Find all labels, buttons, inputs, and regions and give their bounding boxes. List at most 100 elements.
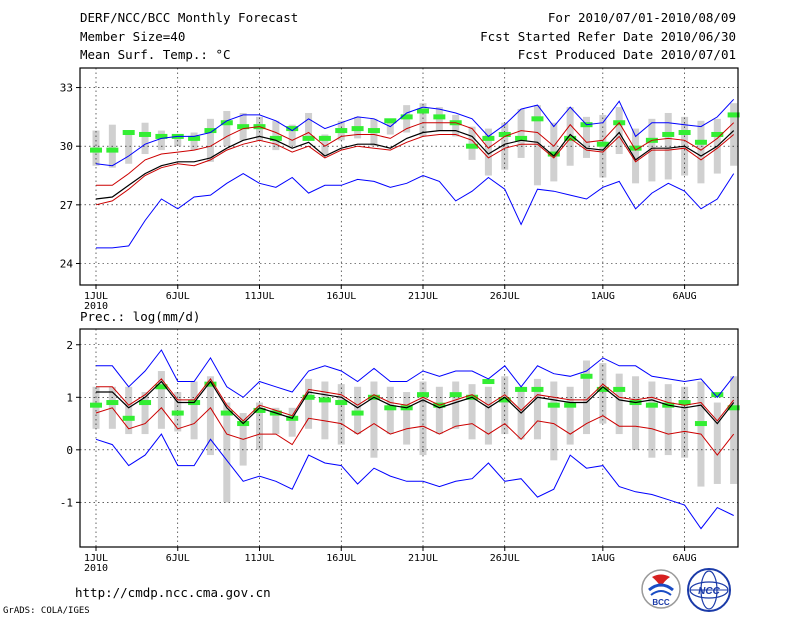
precipitation-range-bar [190,381,198,440]
temperature-obs-mark [269,135,282,141]
temperature-obs-mark [90,147,102,153]
precipitation-range-bar [664,384,672,456]
precipitation-xtick-label: 16JUL [326,553,356,564]
precipitation-series-ensemble-mean [96,380,735,425]
precipitation-range-bar [566,386,574,445]
temperature-range-bar [484,128,492,176]
temperature-xtick-label: 26JUL [490,291,520,302]
temperature-range-bar [305,112,313,137]
precipitation-xtick-label: 6JUL [166,553,190,564]
temperature-xtick-label: 6JUL [166,291,190,302]
temperature-obs-mark [139,131,152,137]
precipitation-range-bar [452,381,460,429]
temperature-obs-mark [367,128,380,134]
precipitation-obs-mark [564,402,577,408]
temperature-series-lower-bound [96,173,735,249]
temperature-range-bar [190,132,198,151]
ncc-logo: NCC [687,568,731,612]
temperature-ytick-label: 27 [60,199,73,212]
bcc-logo-text: BCC [652,598,670,607]
precipitation-obs-mark [417,392,429,398]
temperature-range-bar [468,126,476,160]
precipitation-obs-mark [711,392,724,398]
temperature-range-bar [583,116,590,158]
precipitation-xtick-sublabel: 2010 [84,563,108,574]
temperature-obs-mark [122,130,135,136]
precipitation-range-bar [206,376,214,456]
ncc-logo-text: NCC [698,586,720,597]
precipitation-obs-mark [727,405,740,411]
temperature-obs-mark [531,116,544,122]
precipitation-range-bar [321,381,329,440]
temperature-obs-mark [384,118,397,124]
precipitation-ytick-label: 2 [66,339,73,352]
temperature-xtick-label: 1JUL [84,291,108,302]
temperature-range-bar [223,111,231,147]
temperature-range-bar [386,122,394,135]
precipitation-range-bar [337,384,345,445]
precipitation-obs-mark [171,410,184,416]
precipitation-range-bar [141,392,149,435]
temperature-xtick-label: 16JUL [326,291,356,302]
precipitation-obs-mark [531,386,544,392]
precipitation-range-bar [615,373,623,435]
temperature-obs-mark [204,128,217,134]
precipitation-obs-mark [449,392,462,398]
precipitation-series-lower-bound [95,433,734,530]
precipitation-obs-mark [122,415,135,421]
precipitation-range-bar [533,378,541,440]
precipitation-range-bar [125,386,133,435]
temperature-range-bar [206,118,214,162]
precipitation-series-red-lower [95,407,735,456]
temperature-obs-mark [678,130,691,136]
temperature-frame [79,67,739,286]
temperature-obs-mark [596,141,609,147]
precipitation-obs-mark [384,405,397,411]
temperature-ytick-label: 30 [60,140,73,153]
precipitation-range-bar [681,386,689,458]
temperature-obs-mark [106,147,119,153]
precipitation-range-bar [288,407,296,437]
temperature-range-bar [452,114,460,137]
precipitation-series-red-upper [96,378,735,422]
precipitation-obs-mark [694,421,707,427]
precipitation-ytick-label: 0 [66,444,73,457]
temperature-obs-mark [466,143,479,149]
precipitation-range-bar [256,402,263,450]
precipitation-range-bar [223,402,231,503]
temperature-range-bar [501,122,509,170]
grads-credit: GrADS: COLA/IGES [3,606,90,616]
temperature-obs-mark [335,128,348,134]
temperature-series-upper-bound [95,98,735,167]
precipitation-xtick-label: 1AUG [591,553,615,564]
precipitation-obs-mark [678,400,691,406]
temperature-series-red-lower [95,134,735,206]
source-url[interactable]: http://cmdp.ncc.cma.gov.cn [75,585,271,600]
precipitation-range-bar [272,407,280,435]
temperature-obs-mark [188,135,201,141]
temperature-obs-mark [318,135,331,141]
precipitation-obs-mark [498,397,511,403]
precipitation-range-bar [730,376,738,484]
temperature-obs-mark [515,135,528,141]
temperature-obs-mark [417,108,429,114]
fcst-produced-date: Fcst Produced Date 2010/07/01 [517,47,736,62]
precipitation-xtick-label: 6AUG [673,553,697,564]
temperature-obs-mark [629,145,642,151]
temperature-xtick-label: 6AUG [673,291,697,302]
temperature-xtick-label: 1AUG [591,291,615,302]
temperature-series-red-upper [96,121,735,186]
precip-label: Prec.: log(mm/d) [80,309,201,324]
precipitation-obs-mark [515,386,528,392]
temperature-obs-mark [302,135,315,141]
precipitation-ytick-label: 1 [66,391,73,404]
temperature-range-bar [288,124,296,147]
temperature-xtick-sublabel: 2010 [84,301,108,312]
temperature-range-bar [533,105,541,186]
temperature-range-bar [125,130,133,164]
temperature-obs-mark [220,120,233,126]
precipitation-obs-mark [335,400,348,406]
temperature-range-bar [697,120,705,184]
